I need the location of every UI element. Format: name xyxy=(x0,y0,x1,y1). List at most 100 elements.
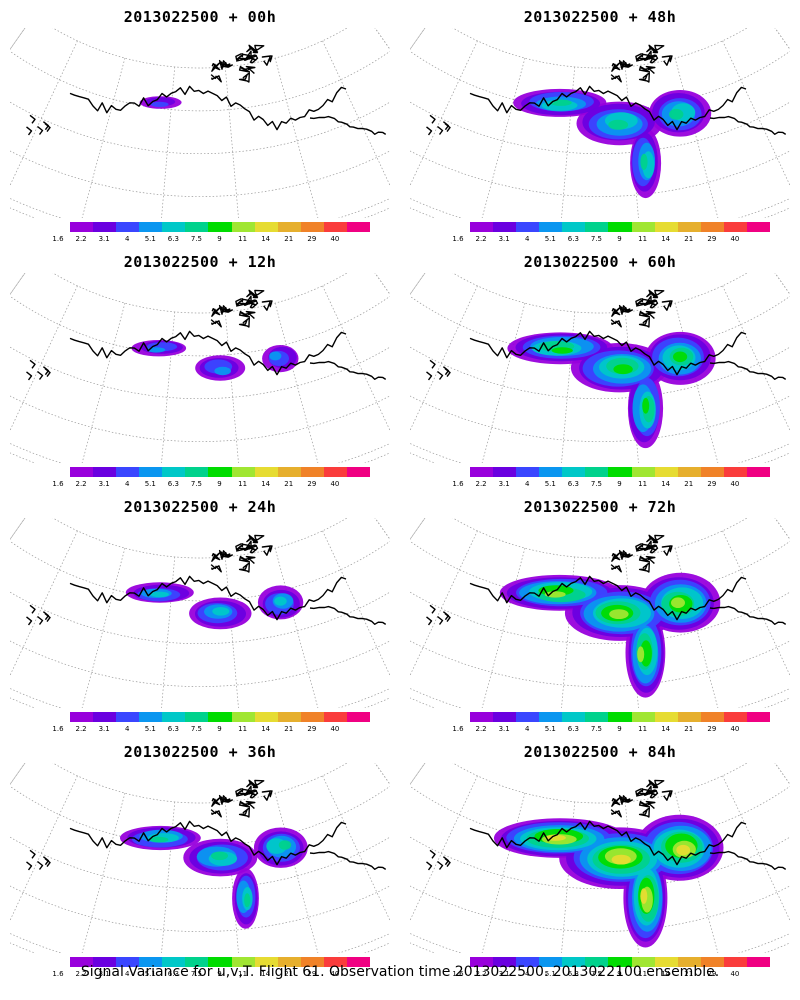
colorbar-segment xyxy=(677,712,701,722)
colorbar-tick-label: 29 xyxy=(707,235,717,243)
colorbar-tick-label: 2.2 xyxy=(75,235,87,243)
colorbar-segment xyxy=(562,712,586,722)
colorbar-segment xyxy=(677,957,701,967)
colorbar-segment xyxy=(277,222,301,232)
colorbar-tick-label: 29 xyxy=(307,970,317,978)
colorbar-segment xyxy=(470,957,494,967)
colorbar-segment xyxy=(562,957,586,967)
colorbar-segment xyxy=(162,222,186,232)
colorbar-segment xyxy=(93,957,117,967)
colorbar-tick-label: 3.1 xyxy=(98,725,110,733)
colorbar-tick-label: 7.5 xyxy=(590,480,603,488)
colorbar-segment xyxy=(608,467,632,477)
map-panel: 2013022500 + 24h 1.6 2.2 3.1 4 5.1 6.3 7.5 9 11 14… xyxy=(10,490,390,733)
colorbar-segment xyxy=(585,712,609,722)
colorbar-segment xyxy=(746,957,771,967)
colorbar-segment xyxy=(631,222,655,232)
colorbar-segment xyxy=(70,957,94,967)
colorbar-segment xyxy=(654,467,678,477)
colorbar-segment xyxy=(493,467,517,477)
colorbar-tick-label: 3.1 xyxy=(498,480,510,488)
colorbar-tick-label: 1.6 xyxy=(52,725,64,733)
colorbar-segment xyxy=(231,712,255,722)
colorbar-segment xyxy=(70,222,94,232)
colorbar-tick-label: 11 xyxy=(238,235,248,243)
colorbar-tick-label: 6.3 xyxy=(167,235,179,243)
colorbar-segment xyxy=(162,712,186,722)
colorbar-tick-label: 2.2 xyxy=(475,480,487,488)
colorbar-tick-label: 5.1 xyxy=(144,480,156,488)
colorbar-tick-label: 14 xyxy=(261,235,271,243)
variance-field xyxy=(131,340,299,381)
colorbar-labels: 1.6 2.2 3.1 4 5.1 6.3 7.5 9 11 14 21 29 40 xyxy=(52,725,374,735)
colorbar-tick-label: 29 xyxy=(707,480,717,488)
colorbar-segment xyxy=(323,712,347,722)
colorbar-tick-label: 29 xyxy=(307,725,317,733)
colorbar-segment xyxy=(70,467,94,477)
coastline xyxy=(426,44,787,136)
colorbar-tick-label: 40 xyxy=(330,725,340,733)
colorbar-segment xyxy=(746,712,771,722)
colorbar-segment xyxy=(93,222,117,232)
map-plot xyxy=(410,28,790,218)
colorbar-segment xyxy=(208,957,232,967)
variance-field xyxy=(507,331,716,449)
colorbar-labels: 1.6 2.2 3.1 4 5.1 6.3 7.5 9 11 14 21 29 40 xyxy=(452,725,774,735)
colorbar-segment xyxy=(585,957,609,967)
colorbar-labels: 1.6 2.2 3.1 4 5.1 6.3 7.5 9 11 14 21 29 40 xyxy=(52,480,374,490)
colorbar-segment xyxy=(208,712,232,722)
variance-field xyxy=(513,88,712,199)
colorbar-tick-label: 5.1 xyxy=(144,235,156,243)
colorbar-segment xyxy=(723,712,747,722)
colorbar-tick-label: 40 xyxy=(730,970,740,978)
colorbar-tick-label: 6.3 xyxy=(167,480,179,488)
colorbar-tick-label: 4 xyxy=(524,725,530,733)
colorbar-tick-label: 40 xyxy=(330,235,340,243)
map-panel: 2013022500 + 12h 1.6 2.2 3.1 4 5.1 6.3 7.5 9 11 14… xyxy=(10,245,390,488)
colorbar-segment xyxy=(277,957,301,967)
colorbar-segment xyxy=(608,957,632,967)
colorbar-tick-label: 1.6 xyxy=(52,480,64,488)
colorbar-segment xyxy=(323,222,347,232)
colorbar-segment xyxy=(323,467,347,477)
colorbar-segment xyxy=(231,467,255,477)
colorbar-segment xyxy=(700,467,724,477)
colorbar-segment xyxy=(723,222,747,232)
colorbar-segment xyxy=(231,222,255,232)
coastline xyxy=(426,289,787,381)
colorbar-tick-label: 6.3 xyxy=(167,725,179,733)
colorbar-segment xyxy=(470,222,494,232)
colorbar-tick-label: 11 xyxy=(638,970,648,978)
colorbar-segment xyxy=(539,222,563,232)
colorbar-segment xyxy=(254,957,278,967)
map-plot xyxy=(410,273,790,463)
colorbar-tick-label: 3.1 xyxy=(98,480,110,488)
colorbar xyxy=(470,957,771,967)
colorbar-segment xyxy=(139,957,163,967)
colorbar-tick-label: 21 xyxy=(284,725,294,733)
colorbar-tick-label: 11 xyxy=(638,235,648,243)
colorbar-segment xyxy=(300,957,324,967)
colorbar-segment xyxy=(162,957,186,967)
map-panel: 2013022500 + 00h 1.6 2.2 3.1 4 5.1 6.3 7.5 9 11 14… xyxy=(10,0,390,243)
colorbar-tick-label: 1.6 xyxy=(452,970,464,978)
colorbar-segment xyxy=(608,222,632,232)
colorbar-tick-label: 4 xyxy=(124,480,130,488)
colorbar-tick-label: 4 xyxy=(524,480,530,488)
panel-title: 2013022500 + 60h xyxy=(523,253,677,271)
panel-title: 2013022500 + 00h xyxy=(123,8,277,26)
colorbar-tick-label: 7.5 xyxy=(590,970,603,978)
colorbar-tick-label: 7.5 xyxy=(190,235,203,243)
colorbar-segment xyxy=(346,467,371,477)
colorbar-segment xyxy=(746,467,771,477)
colorbar-segment xyxy=(185,957,209,967)
colorbar-tick-label: 5.1 xyxy=(144,725,156,733)
colorbar-segment xyxy=(70,712,94,722)
colorbar-tick-label: 4 xyxy=(524,970,530,978)
graticule xyxy=(10,273,390,463)
colorbar-tick-label: 3.1 xyxy=(498,725,510,733)
variance-field xyxy=(119,825,308,929)
colorbar-segment xyxy=(231,957,255,967)
colorbar-tick-label: 21 xyxy=(284,480,294,488)
colorbar-tick-label: 21 xyxy=(684,480,694,488)
